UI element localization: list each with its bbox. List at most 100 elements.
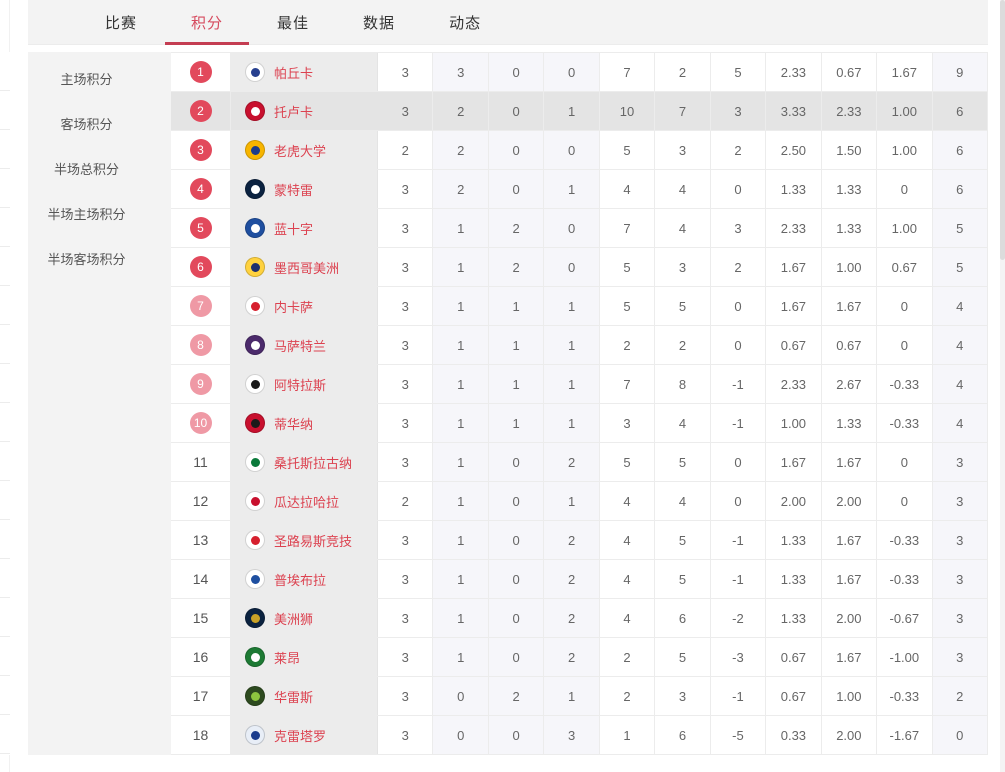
team-cell[interactable]: 阿特拉斯 (231, 365, 378, 403)
stat-cell: 1.67 (821, 443, 878, 481)
team-cell[interactable]: 内卡萨 (231, 287, 378, 325)
table-row[interactable]: 6 墨西哥美洲 3 1 2 0 5 3 2 1.67 1.00 0.67 5 (171, 248, 988, 287)
stat-cell: 0 (488, 482, 545, 520)
team-cell[interactable]: 克雷塔罗 (231, 716, 378, 754)
team-name[interactable]: 马萨特兰 (274, 338, 327, 354)
team-cell[interactable]: 蒂华纳 (231, 404, 378, 442)
stat-cell: 3 (378, 248, 434, 286)
stat-cell: 1.67 (766, 287, 822, 325)
table-row[interactable]: 2 托卢卡 3 2 0 1 10 7 3 3.33 2.33 1.00 6 (171, 92, 988, 131)
stat-cell: 1.67 (821, 560, 878, 598)
table-row[interactable]: 17 华雷斯 3 0 2 1 2 3 -1 0.67 1.00 -0.33 2 (171, 677, 988, 716)
stat-cell: 0 (544, 209, 600, 247)
sidebar-item[interactable]: 半场客场积分 (47, 252, 126, 267)
team-name[interactable]: 蓝十字 (274, 221, 314, 237)
team-cell[interactable]: 桑托斯拉古纳 (231, 443, 378, 481)
team-cell[interactable]: 蒙特雷 (231, 170, 378, 208)
team-cell[interactable]: 蓝十字 (231, 209, 378, 247)
team-logo-icon (245, 725, 265, 745)
team-name[interactable]: 帕丘卡 (274, 65, 314, 81)
team-name[interactable]: 阿特拉斯 (274, 377, 327, 393)
team-cell[interactable]: 圣路易斯竞技 (231, 521, 378, 559)
stat-cell: 1.33 (766, 521, 822, 559)
stat-cell: 8 (655, 365, 711, 403)
team-cell[interactable]: 马萨特兰 (231, 326, 378, 364)
stat-cell: 1 (488, 287, 545, 325)
table-row[interactable]: 15 美洲狮 3 1 0 2 4 6 -2 1.33 2.00 -0.67 3 (171, 599, 988, 638)
table-row[interactable]: 4 蒙特雷 3 2 0 1 4 4 0 1.33 1.33 0 6 (171, 170, 988, 209)
tab-0[interactable]: 比赛 (105, 15, 138, 32)
standings-table-body: 1 帕丘卡 3 3 0 0 7 2 5 2.33 0.67 1.67 9 2 托卢卡 3 2 0 1 10 7… (171, 53, 988, 755)
team-cell[interactable]: 瓜达拉哈拉 (231, 482, 378, 520)
page-scrollbar[interactable] (1000, 0, 1005, 772)
tab-2[interactable]: 最佳 (277, 15, 310, 32)
table-row[interactable]: 3 老虎大学 2 2 0 0 5 3 2 2.50 1.50 1.00 6 (171, 131, 988, 170)
tab-4[interactable]: 动态 (449, 15, 482, 32)
team-name[interactable]: 美洲狮 (274, 611, 314, 627)
table-row[interactable]: 13 圣路易斯竞技 3 1 0 2 4 5 -1 1.33 1.67 -0.33 3 (171, 521, 988, 560)
team-name[interactable]: 桑托斯拉古纳 (274, 455, 353, 471)
stat-cell: 0 (488, 131, 545, 169)
sidebar-item[interactable]: 主场积分 (60, 72, 113, 87)
team-name[interactable]: 蒂华纳 (274, 416, 314, 432)
team-name[interactable]: 莱昂 (274, 650, 301, 666)
team-name[interactable]: 瓜达拉哈拉 (274, 494, 340, 510)
stat-cell: 4 (932, 287, 988, 325)
table-row[interactable]: 18 克雷塔罗 3 0 0 3 1 6 -5 0.33 2.00 -1.67 0 (171, 716, 988, 755)
scrollbar-thumb[interactable] (1000, 0, 1005, 260)
tab-active[interactable]: 积分 (164, 0, 250, 45)
team-name[interactable]: 普埃布拉 (274, 572, 327, 588)
team-name[interactable]: 老虎大学 (274, 143, 327, 159)
stat-cell: 0 (932, 716, 988, 754)
team-cell[interactable]: 普埃布拉 (231, 560, 378, 598)
table-row[interactable]: 10 蒂华纳 3 1 1 1 3 4 -1 1.00 1.33 -0.33 4 (171, 404, 988, 443)
table-row[interactable]: 8 马萨特兰 3 1 1 1 2 2 0 0.67 0.67 0 4 (171, 326, 988, 365)
team-cell[interactable]: 托卢卡 (231, 92, 378, 130)
stat-cell: 2 (544, 638, 600, 676)
stat-cell: 3 (655, 248, 711, 286)
team-logo-core (250, 106, 260, 116)
table-row[interactable]: 1 帕丘卡 3 3 0 0 7 2 5 2.33 0.67 1.67 9 (171, 53, 988, 92)
team-name[interactable]: 华雷斯 (274, 689, 314, 705)
stat-cell: -1 (710, 560, 767, 598)
team-name[interactable]: 内卡萨 (274, 299, 314, 315)
rank-badge: 3 (189, 139, 212, 161)
stat-cell: 0 (433, 677, 489, 715)
team-cell[interactable]: 莱昂 (231, 638, 378, 676)
team-cell[interactable]: 美洲狮 (231, 599, 378, 637)
table-row[interactable]: 7 内卡萨 3 1 1 1 5 5 0 1.67 1.67 0 4 (171, 287, 988, 326)
team-cell[interactable]: 老虎大学 (231, 131, 378, 169)
table-row[interactable]: 16 莱昂 3 1 0 2 2 5 -3 0.67 1.67 -1.00 3 (171, 638, 988, 677)
team-name[interactable]: 克雷塔罗 (274, 728, 327, 744)
stat-cell: 2.50 (766, 131, 822, 169)
stat-cell: 2 (655, 326, 711, 364)
table-row[interactable]: 5 蓝十字 3 1 2 0 7 4 3 2.33 1.33 1.00 5 (171, 209, 988, 248)
sidebar-item[interactable]: 半场主场积分 (47, 207, 126, 222)
team-logo-core (250, 262, 260, 272)
team-cell[interactable]: 帕丘卡 (231, 53, 378, 91)
team-name[interactable]: 蒙特雷 (274, 182, 314, 198)
stat-cell: 1 (488, 404, 545, 442)
team-cell[interactable]: 墨西哥美洲 (231, 248, 378, 286)
table-row[interactable]: 9 阿特拉斯 3 1 1 1 7 8 -1 2.33 2.67 -0.33 4 (171, 365, 988, 404)
stat-cell: 0 (488, 92, 545, 130)
team-name[interactable]: 墨西哥美洲 (274, 260, 340, 276)
sidebar-item[interactable]: 客场积分 (60, 117, 113, 132)
stat-cell: 5 (599, 248, 656, 286)
team-name[interactable]: 托卢卡 (274, 104, 314, 120)
team-cell[interactable]: 华雷斯 (231, 677, 378, 715)
team-name[interactable]: 圣路易斯竞技 (274, 533, 353, 549)
team-logo-icon (245, 140, 265, 160)
table-row[interactable]: 11 桑托斯拉古纳 3 1 0 2 5 5 0 1.67 1.67 0 3 (171, 443, 988, 482)
stat-cell: 2 (433, 92, 489, 130)
stat-cell: 5 (655, 521, 711, 559)
table-row[interactable]: 14 普埃布拉 3 1 0 2 4 5 -1 1.33 1.67 -0.33 3 (171, 560, 988, 599)
tab-3[interactable]: 数据 (363, 15, 396, 32)
stat-cell: 1.00 (877, 131, 933, 169)
table-row[interactable]: 12 瓜达拉哈拉 2 1 0 1 4 4 0 2.00 2.00 0 3 (171, 482, 988, 521)
sidebar-item[interactable]: 半场总积分 (53, 162, 119, 177)
stat-cell: 3 (599, 404, 656, 442)
team-logo-core (250, 457, 260, 467)
stat-cell: 3 (378, 53, 434, 91)
stat-cell: 1 (433, 326, 489, 364)
